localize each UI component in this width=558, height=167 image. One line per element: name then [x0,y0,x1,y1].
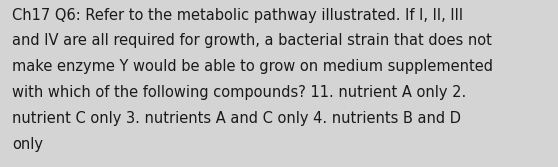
Text: nutrient C only 3. nutrients A and C only 4. nutrients B and D: nutrient C only 3. nutrients A and C onl… [12,111,461,126]
Text: make enzyme Y would be able to grow on medium supplemented: make enzyme Y would be able to grow on m… [12,59,493,74]
Text: only: only [12,137,44,152]
Text: and IV are all required for growth, a bacterial strain that does not: and IV are all required for growth, a ba… [12,33,492,48]
Text: with which of the following compounds? 11. nutrient A only 2.: with which of the following compounds? 1… [12,85,466,100]
Text: Ch17 Q6: Refer to the metabolic pathway illustrated. If I, II, III: Ch17 Q6: Refer to the metabolic pathway … [12,8,463,23]
